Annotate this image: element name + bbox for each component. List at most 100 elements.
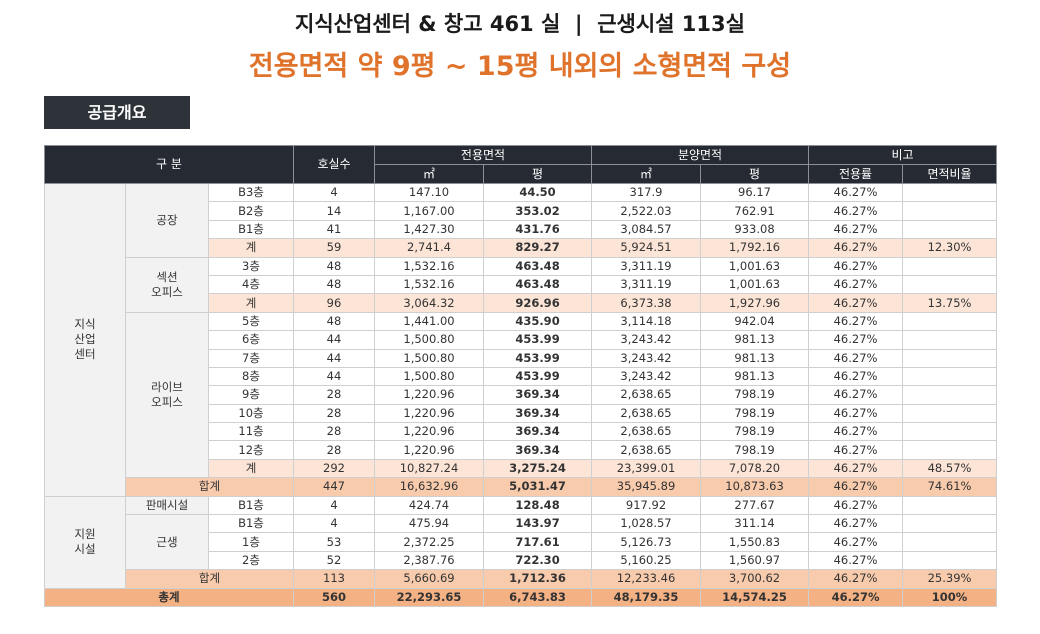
share-cell: 74.61% xyxy=(902,477,998,497)
subtitle: 전용면적 약 9평 ~ 15평 내외의 소형면적 구성 xyxy=(248,51,792,82)
row-label: B2층 xyxy=(208,201,294,221)
value-cell: 5,126.73 xyxy=(591,532,702,552)
value-cell: 46.27% xyxy=(808,330,904,350)
share-cell xyxy=(902,219,998,240)
value-cell: 46.27% xyxy=(808,348,904,368)
value-cell: 46.27% xyxy=(808,274,904,295)
value-cell: 369.34 xyxy=(482,403,593,424)
value-cell: 1,001.63 xyxy=(700,274,810,295)
share-cell xyxy=(902,495,998,516)
value-cell: 1,220.96 xyxy=(374,385,484,405)
value-cell: 3,114.18 xyxy=(591,311,702,332)
value-cell: 798.19 xyxy=(700,385,810,405)
value-cell: 46.27% xyxy=(808,495,904,516)
value-cell: 46.27% xyxy=(808,256,904,276)
table-row: 계 292 10,827.24 3,275.24 23,399.01 7,078.20 46… xyxy=(45,458,998,479)
share-cell xyxy=(902,440,998,460)
value-cell: 2,638.65 xyxy=(591,403,702,424)
share-cell xyxy=(902,514,998,534)
value-cell: 2,741.4 xyxy=(374,238,484,258)
value-cell: 435.90 xyxy=(482,311,593,332)
value-cell: 46.27% xyxy=(808,514,904,534)
value-cell: 3,243.42 xyxy=(591,330,702,350)
header-cell: 분양면적 xyxy=(591,145,810,165)
row-label: 12층 xyxy=(208,440,294,460)
supply-table: 구 분 호실수 전용면적 분양면적 비고 ㎡ 평 ㎡ 평 전용률 면적비율 지식… xyxy=(44,145,998,607)
value-cell: 424.74 xyxy=(374,495,484,516)
table-row: 지원 시설 판매시설 B1층 4 424.74 128.48 917.92 277.67 46.… xyxy=(44,495,998,589)
share-cell xyxy=(902,330,998,350)
value-cell: 28 xyxy=(293,440,375,460)
value-cell: 46.27% xyxy=(808,458,904,479)
value-cell: 3,311.19 xyxy=(591,274,702,295)
subgroup-cell: 섹션 오피스 xyxy=(125,256,209,313)
header-cell: 평 xyxy=(700,164,810,184)
table-row: 계 59 2,741.4 829.27 5,924.51 1,792.16 46.27% 12… xyxy=(45,238,998,258)
header-cell: 전용률 xyxy=(808,164,904,184)
value-cell: 96.17 xyxy=(700,182,810,203)
value-cell: 942.04 xyxy=(700,311,810,332)
value-cell: 1,220.96 xyxy=(374,403,484,424)
share-cell xyxy=(902,385,998,405)
row-label: B3층 xyxy=(208,182,294,203)
table-header: 구 분 호실수 전용면적 분양면적 비고 ㎡ 평 ㎡ 평 전용률 면적비율 xyxy=(44,145,998,184)
value-cell: 46.27% xyxy=(808,182,904,203)
value-cell: 1,712.36 xyxy=(482,569,593,589)
value-cell: 369.34 xyxy=(482,422,593,442)
share-cell xyxy=(902,532,998,552)
total-row: 합계 447 16,632.96 5,031.47 35,945.89 10,873.63… xyxy=(45,477,998,497)
value-cell: 53 xyxy=(293,532,375,552)
value-cell: 6,373.38 xyxy=(591,293,702,313)
value-cell: 5,031.47 xyxy=(482,477,593,497)
value-cell: 431.76 xyxy=(482,219,593,240)
value-cell: 44 xyxy=(293,330,375,350)
value-cell: 981.13 xyxy=(700,330,810,350)
value-cell: 46.27% xyxy=(808,550,904,571)
share-cell xyxy=(902,422,998,442)
header-row: 구 분 호실수 전용면적 분양면적 비고 xyxy=(44,145,998,184)
value-cell: 1,001.63 xyxy=(700,256,810,276)
value-cell: 46.27% xyxy=(808,477,904,497)
value-cell: 981.13 xyxy=(700,366,810,387)
subgroup-cell: 공장 xyxy=(125,183,209,258)
share-cell xyxy=(902,550,998,571)
value-cell: 3,064.32 xyxy=(374,293,484,313)
share-cell xyxy=(902,201,998,221)
value-cell: 46.27% xyxy=(808,587,904,607)
value-cell: 48 xyxy=(293,256,375,276)
value-cell: 447 xyxy=(293,477,375,497)
value-cell: 7,078.20 xyxy=(700,458,810,479)
header-cell: 평 xyxy=(482,164,593,184)
value-cell: 4 xyxy=(293,514,375,534)
value-cell: 2,372.25 xyxy=(374,532,484,552)
value-cell: 46.27% xyxy=(808,311,904,332)
value-cell: 46.27% xyxy=(808,238,904,258)
value-cell: 46.27% xyxy=(808,532,904,552)
value-cell: 3,243.42 xyxy=(591,366,702,387)
table-row: 섹션 오피스 3층 48 1,532.16 463.48 3,311.19 1,001.63… xyxy=(45,256,998,313)
header-cell: ㎡ xyxy=(374,164,484,184)
value-cell: 369.34 xyxy=(482,385,593,405)
value-cell: 14,574.25 xyxy=(700,587,810,607)
value-cell: 35,945.89 xyxy=(591,477,702,497)
table-row: B1층 41 1,427.30 431.76 3,084.57 933.08 46.27% xyxy=(45,219,998,240)
value-cell: 917.92 xyxy=(591,495,702,516)
group-cell: 지원 시설 xyxy=(44,495,126,589)
subgroup-cell: 판매시설 xyxy=(125,495,209,516)
value-cell: 3,243.42 xyxy=(591,348,702,368)
value-cell: 46.27% xyxy=(808,293,904,313)
value-cell: 2,522.03 xyxy=(591,201,702,221)
row-label: 7층 xyxy=(208,348,294,368)
section-tab: 공급개요 xyxy=(44,96,190,129)
value-cell: 48 xyxy=(293,311,375,332)
value-cell: 143.97 xyxy=(482,514,593,534)
value-cell: 1,427.30 xyxy=(374,219,484,240)
header-cell: 호실수 xyxy=(293,145,375,184)
table-row: 10층 28 1,220.96 369.34 2,638.65 798.19 46.27% xyxy=(45,403,998,424)
value-cell: 28 xyxy=(293,385,375,405)
value-cell: 3,275.24 xyxy=(482,458,593,479)
value-cell: 3,700.62 xyxy=(700,569,810,589)
table-row: 2층 52 2,387.76 722.30 5,160.25 1,560.97 46.27% xyxy=(45,550,998,571)
row-label: 4층 xyxy=(208,274,294,295)
